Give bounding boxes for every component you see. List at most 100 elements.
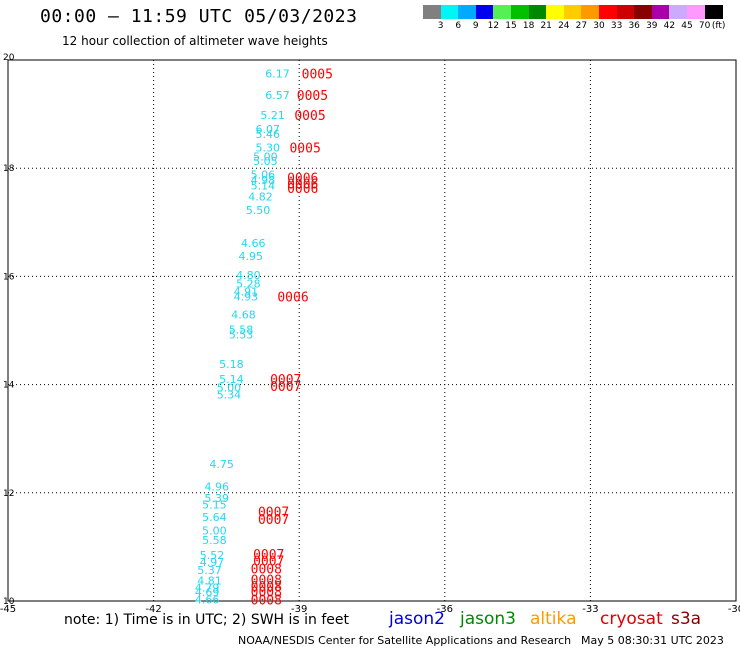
satellite-jason3: jason3: [460, 609, 516, 629]
swh-value-label: 5.52: [200, 549, 225, 562]
swh-value-label: 6.57: [265, 89, 290, 102]
legend-swatch: [651, 5, 670, 19]
swh-value-label: 5.50: [246, 204, 271, 217]
time-label: 0007: [270, 373, 301, 388]
swh-value-label: 5.21: [260, 109, 285, 122]
swh-value-label: 5.58: [202, 534, 227, 547]
swh-value-label: 4.80: [236, 269, 261, 282]
x-tick-label: -39: [291, 604, 307, 615]
time-label: 0008: [251, 580, 282, 595]
swh-value-label: 5.46: [256, 128, 281, 141]
x-tick-label: -36: [437, 604, 453, 615]
x-tick-label: -33: [582, 604, 598, 615]
legend-label: 15: [505, 21, 517, 31]
legend-label: 21: [540, 21, 552, 31]
legend-swatch: [511, 5, 529, 19]
legend-unit: (ft): [711, 21, 726, 31]
swh-value-label: 6.17: [265, 68, 290, 81]
legend-label: 27: [575, 21, 588, 31]
x-tick-label: -30: [728, 604, 740, 615]
legend-swatch: [599, 5, 617, 19]
legend-label: 30: [593, 21, 605, 31]
time-label: 0006: [287, 177, 318, 192]
swh-value-label: 5.58: [229, 323, 254, 336]
swh-value-label: 4.79: [195, 581, 220, 594]
time-label: 0008: [251, 593, 282, 608]
swh-value-label: 6.07: [256, 123, 281, 136]
legend-label: 70: [698, 21, 711, 31]
swh-value-label: 5.34: [217, 388, 242, 401]
swh-value-label: 4.68: [231, 308, 256, 321]
legend-swatch: [546, 5, 565, 19]
legend-swatch: [669, 5, 688, 19]
generated-timestamp: May 5 08:30:31 UTC 2023: [581, 634, 724, 647]
y-tick-label: 20: [3, 53, 15, 63]
legend-swatch: [423, 5, 441, 19]
swh-value-label: 4.97: [200, 556, 225, 569]
swh-value-label: 5.14: [251, 180, 276, 193]
swh-value-label: 4.96: [205, 480, 230, 493]
time-label: 0007: [253, 554, 284, 569]
swh-value-label: 4.75: [209, 458, 234, 471]
legend-label: 45: [681, 21, 693, 31]
swh-value-label: 4.95: [239, 250, 263, 263]
legend-swatch: [704, 5, 723, 19]
swh-value-label: 5.28: [236, 277, 261, 290]
legend-swatch: [493, 5, 512, 19]
time-label: 0008: [251, 563, 282, 578]
legend-swatch: [440, 5, 459, 19]
swh-value-label: 5.39: [205, 492, 230, 505]
swh-value-label: 5.64: [202, 511, 227, 524]
swh-value-label: 5.30: [256, 142, 281, 155]
swh-value-label: 5.00: [217, 381, 242, 394]
legend-swatch: [634, 5, 653, 19]
time-label: 0007: [270, 380, 301, 395]
swh-value-label: 5.05: [253, 155, 277, 168]
time-label: 0006: [287, 182, 318, 197]
swh-value-label: 5.18: [219, 358, 244, 371]
y-tick-label: 10: [3, 597, 15, 607]
plot-frame: [7, 59, 737, 602]
x-tick-label: -42: [145, 604, 161, 615]
satellite-s3a: s3a: [671, 609, 702, 629]
legend-swatch: [687, 5, 705, 19]
swh-value-label: 5.06: [251, 169, 276, 182]
chart-title: 00:00 – 11:59 UTC 05/03/2023: [40, 6, 358, 27]
swh-value-label: 4.93: [234, 290, 259, 303]
footer-note: note: 1) Time is in UTC; 2) SWH is in fe…: [64, 612, 350, 628]
legend-swatch: [616, 5, 635, 19]
y-tick-label: 14: [3, 381, 15, 391]
swh-value-label: 5.14: [219, 373, 244, 386]
satellite-cryosat: cryosat: [600, 609, 663, 629]
time-label: 0005: [302, 68, 333, 83]
swh-value-label: 5.00: [253, 150, 277, 163]
legend-label: 3: [437, 21, 444, 31]
legend-swatch: [528, 5, 547, 19]
swh-value-label: 4.66: [195, 593, 220, 606]
time-label: 0005: [294, 109, 325, 124]
satellite-altika: altika: [530, 609, 577, 629]
y-tick-label: 18: [3, 164, 15, 174]
legend-label: 33: [610, 21, 623, 31]
swh-value-label: 4.98: [251, 174, 276, 187]
swh-value-label: 5.37: [197, 564, 222, 577]
y-tick-label: 12: [3, 489, 14, 499]
chart-subtitle: 12 hour collection of altimeter wave hei…: [62, 34, 328, 48]
time-label: 0005: [289, 142, 320, 157]
time-label: 0008: [251, 573, 282, 588]
swh-value-label: 4.91: [234, 286, 259, 299]
legend-swatch: [458, 5, 477, 19]
time-label: 0007: [253, 548, 284, 563]
time-label: 0006: [287, 171, 318, 186]
legend-label: 12: [487, 21, 500, 31]
y-tick-label: 16: [3, 272, 15, 282]
swh-value-label: 5.00: [202, 525, 227, 538]
time-label: 0007: [258, 506, 289, 521]
legend-label: 42: [663, 21, 676, 31]
credit-line: NOAA/NESDIS Center for Satellite Applica…: [238, 634, 572, 647]
legend-label: 36: [628, 21, 640, 31]
legend-swatch: [581, 5, 600, 19]
swh-value-label: 4.69: [195, 586, 220, 599]
legend-label: 39: [646, 21, 658, 31]
